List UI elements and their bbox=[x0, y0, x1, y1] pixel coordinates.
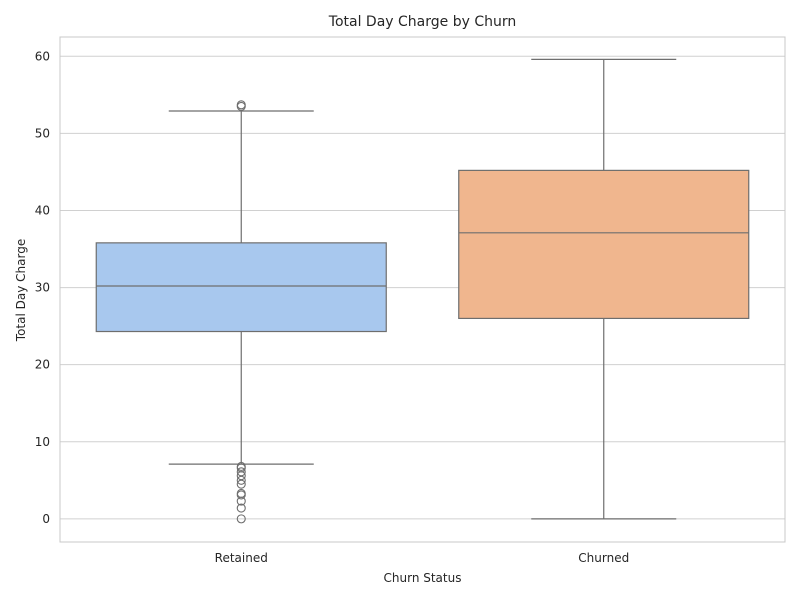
y-tick-label: 0 bbox=[42, 512, 50, 526]
outlier-point bbox=[236, 100, 246, 110]
x-tick-labels: Retained Churned bbox=[215, 551, 630, 565]
x-axis-label: Churn Status bbox=[384, 571, 462, 585]
box-layer bbox=[95, 58, 750, 524]
outlier-point bbox=[236, 514, 246, 524]
y-tick-label: 40 bbox=[35, 203, 50, 217]
y-tick-label: 30 bbox=[35, 281, 50, 295]
chart-title: Total Day Charge by Churn bbox=[328, 14, 516, 30]
y-tick-label: 50 bbox=[35, 126, 50, 140]
y-tick-label: 60 bbox=[35, 49, 50, 63]
iqr-box bbox=[458, 169, 750, 320]
outlier-point bbox=[236, 461, 246, 471]
y-tick-label: 20 bbox=[35, 358, 50, 372]
plot-frame bbox=[59, 36, 786, 543]
y-tick-label: 10 bbox=[35, 435, 50, 449]
outlier-point bbox=[236, 488, 246, 498]
outlier-point bbox=[236, 467, 246, 477]
x-tick-label-retained: Retained bbox=[215, 551, 268, 565]
box-group-retained bbox=[95, 100, 387, 524]
x-tick-label-churned: Churned bbox=[578, 551, 629, 565]
outlier-point bbox=[236, 503, 246, 513]
y-tick-labels: 0 10 20 30 40 50 60 bbox=[35, 49, 50, 526]
iqr-box bbox=[95, 242, 387, 333]
box-group-churned bbox=[458, 58, 750, 520]
y-axis-label: Total Day Charge bbox=[14, 239, 28, 342]
